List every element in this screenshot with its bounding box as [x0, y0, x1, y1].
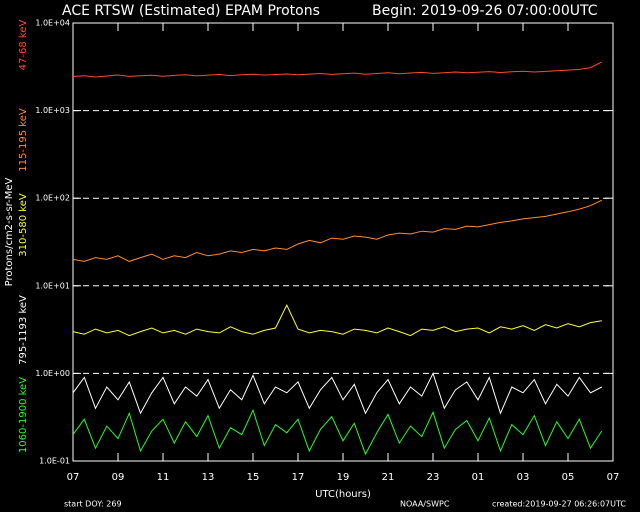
legend-label: 795-1193 keV — [18, 295, 29, 365]
x-tick-label: 13 — [202, 472, 215, 483]
y-tick-label: 1.0E+03 — [35, 106, 70, 115]
y-axis-label: Protons/cm2-s-sr-MeV — [4, 177, 15, 286]
legend-label: 1060-1900 keV — [18, 377, 29, 453]
series-line — [72, 304, 602, 337]
x-tick-label: 23 — [427, 472, 440, 483]
y-tick-label: 1.0E+02 — [35, 194, 70, 203]
series-line — [72, 61, 603, 78]
legend-label: 47-68 keV — [18, 20, 29, 71]
x-tick-label: 15 — [247, 472, 260, 483]
x-tick-label: 07 — [607, 472, 620, 483]
legend-label: 310-580 keV — [18, 193, 29, 257]
legend-label: 115-195 keV — [18, 108, 29, 172]
series-line — [72, 199, 603, 262]
plot-frame — [72, 22, 614, 462]
x-tick-label: 11 — [157, 472, 170, 483]
x-tick-label: 17 — [292, 472, 305, 483]
series-line — [72, 408, 603, 456]
x-tick-label: 01 — [472, 472, 485, 483]
series-line — [72, 372, 603, 415]
footer-center: NOAA/SWPC — [400, 500, 450, 509]
x-axis-label: UTC(hours) — [315, 489, 371, 500]
footer-left: start DOY: 269 — [64, 500, 122, 509]
footer-right: created:2019-09-27 06:26:07UTC — [492, 500, 626, 509]
y-tick-label: 1.0E+00 — [35, 369, 70, 378]
x-tick-label: 03 — [517, 472, 530, 483]
y-tick-label: 1.0E+04 — [35, 19, 70, 28]
x-tick-label: 09 — [112, 472, 125, 483]
chart-subtitle: Begin: 2019-09-26 07:00:00UTC — [372, 3, 598, 19]
x-tick-label: 07 — [67, 472, 80, 483]
y-tick-label: 1.0E-01 — [39, 457, 70, 466]
x-tick-label: 05 — [562, 472, 575, 483]
x-tick-label: 19 — [337, 472, 350, 483]
chart-title: ACE RTSW (Estimated) EPAM Protons — [62, 3, 320, 19]
x-tick-label: 21 — [382, 472, 395, 483]
y-tick-label: 1.0E+01 — [35, 281, 70, 290]
